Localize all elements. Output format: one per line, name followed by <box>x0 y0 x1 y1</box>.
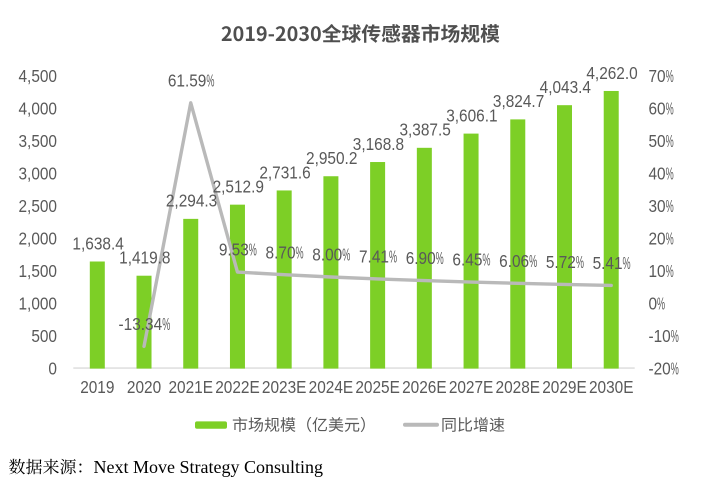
svg-text:4,043.4: 4,043.4 <box>540 78 591 97</box>
svg-text:2,731.6: 2,731.6 <box>259 163 310 182</box>
svg-text:8.00: 8.00 <box>312 246 342 265</box>
svg-text:2022E: 2022E <box>215 378 260 397</box>
svg-text:2028E: 2028E <box>496 378 541 397</box>
svg-text:%: % <box>666 65 674 85</box>
svg-text:20: 20 <box>649 229 666 248</box>
svg-text:6.90: 6.90 <box>406 249 436 268</box>
svg-text:-10: -10 <box>649 327 671 346</box>
svg-text:2,294.3: 2,294.3 <box>166 192 217 211</box>
svg-text:%: % <box>666 228 674 248</box>
svg-text:%: % <box>576 252 584 272</box>
svg-text:2027E: 2027E <box>449 378 494 397</box>
svg-text:3,168.8: 3,168.8 <box>353 135 404 154</box>
svg-text:%: % <box>249 239 257 259</box>
svg-text:6.45: 6.45 <box>452 251 482 270</box>
svg-text:2023E: 2023E <box>262 378 307 397</box>
svg-text:3,824.7: 3,824.7 <box>493 92 544 111</box>
svg-text:2025E: 2025E <box>355 378 400 397</box>
svg-text:2026E: 2026E <box>402 378 447 397</box>
svg-text:4,500: 4,500 <box>18 67 57 86</box>
svg-text:2,500: 2,500 <box>18 197 57 216</box>
svg-text:2,512.9: 2,512.9 <box>213 178 264 197</box>
svg-text:8.70: 8.70 <box>266 243 296 262</box>
svg-text:6.06: 6.06 <box>499 252 529 271</box>
svg-text:5.72: 5.72 <box>546 253 576 272</box>
svg-text:2,000: 2,000 <box>18 229 57 248</box>
svg-text:%: % <box>162 314 170 334</box>
svg-text:%: % <box>482 249 490 269</box>
svg-text:2029E: 2029E <box>542 378 587 397</box>
svg-text:4,000: 4,000 <box>18 99 57 118</box>
svg-text:61.59: 61.59 <box>168 72 207 91</box>
svg-text:3,000: 3,000 <box>18 164 57 183</box>
svg-text:2020: 2020 <box>127 378 161 397</box>
svg-text:%: % <box>529 251 537 271</box>
svg-text:2019: 2019 <box>80 378 114 397</box>
svg-text:2024E: 2024E <box>309 378 354 397</box>
svg-text:3,606.1: 3,606.1 <box>446 107 497 126</box>
svg-text:%: % <box>666 130 674 150</box>
svg-text:0: 0 <box>649 294 658 313</box>
svg-text:50: 50 <box>649 132 666 151</box>
svg-text:40: 40 <box>649 164 666 183</box>
svg-text:5.41: 5.41 <box>593 254 623 273</box>
svg-text:%: % <box>666 98 674 118</box>
svg-text:3,500: 3,500 <box>18 132 57 151</box>
svg-text:%: % <box>623 253 631 273</box>
svg-text:%: % <box>436 248 444 268</box>
svg-text:%: % <box>666 260 674 280</box>
svg-text:60: 60 <box>649 99 666 118</box>
svg-text:500: 500 <box>31 327 57 346</box>
svg-text:70: 70 <box>649 67 666 86</box>
svg-text:%: % <box>342 244 350 264</box>
svg-text:%: % <box>671 325 679 345</box>
svg-text:30: 30 <box>649 197 666 216</box>
svg-text:2021E: 2021E <box>168 378 213 397</box>
svg-text:-20: -20 <box>649 359 671 378</box>
svg-text:7.41: 7.41 <box>359 248 389 267</box>
svg-text:1,000: 1,000 <box>18 294 57 313</box>
svg-text:0: 0 <box>48 359 57 378</box>
svg-text:%: % <box>666 163 674 183</box>
svg-text:%: % <box>657 293 665 313</box>
svg-text:4,262.0: 4,262.0 <box>586 64 637 83</box>
svg-text:%: % <box>206 70 214 90</box>
svg-text:%: % <box>389 246 397 266</box>
svg-text:1,500: 1,500 <box>18 262 57 281</box>
svg-text:1,638.4: 1,638.4 <box>72 234 123 253</box>
svg-text:%: % <box>671 358 679 378</box>
svg-text:2,950.2: 2,950.2 <box>306 149 357 168</box>
svg-text:3,387.5: 3,387.5 <box>399 121 450 140</box>
svg-text:2030E: 2030E <box>589 378 634 397</box>
svg-text:%: % <box>666 195 674 215</box>
svg-text:9.53: 9.53 <box>219 241 249 260</box>
svg-text:Next Move Strategy Consulting: Next Move Strategy Consulting <box>94 457 323 477</box>
svg-text:1,419.8: 1,419.8 <box>119 249 170 268</box>
svg-text:-13.34: -13.34 <box>119 315 163 334</box>
svg-text:10: 10 <box>649 262 666 281</box>
svg-text:%: % <box>296 242 304 262</box>
